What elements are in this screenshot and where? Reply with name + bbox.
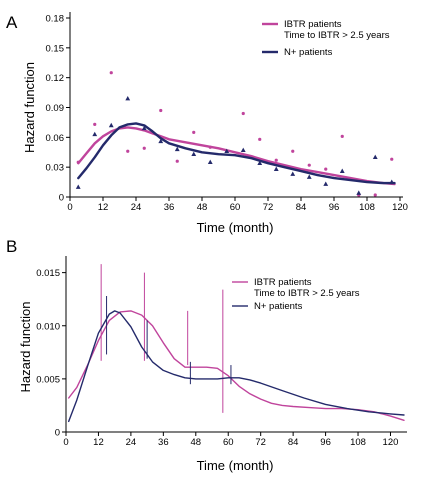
y-tick-label: 0.005 <box>36 374 60 385</box>
data-point <box>93 122 97 127</box>
series-nplus <box>68 296 405 423</box>
panel-label: B <box>6 237 17 256</box>
legend-label-ibtr: IBTR patients Time to IBTR > 2.5 years <box>254 277 360 299</box>
data-point <box>373 193 377 197</box>
data-point <box>175 159 179 163</box>
x-tick-label: 72 <box>255 437 266 448</box>
data-point <box>92 131 98 137</box>
legend-label-ibtr: IBTR patients Time to IBTR > 2.5 years <box>284 19 390 41</box>
data-point <box>339 168 345 173</box>
x-tick-label: 120 <box>383 437 399 448</box>
data-point <box>356 190 362 195</box>
data-point <box>274 158 278 162</box>
data-point <box>126 149 130 153</box>
y-tick-label: 0.12 <box>46 73 65 84</box>
data-point <box>142 146 146 150</box>
data-point <box>125 95 131 101</box>
x-tick-label: 24 <box>131 202 142 213</box>
data-point <box>141 125 147 131</box>
data-point <box>258 137 262 141</box>
data-point <box>324 167 328 171</box>
data-point <box>224 148 230 154</box>
y-tick-label: 0.015 <box>36 268 60 279</box>
series-line <box>68 310 405 423</box>
data-point <box>109 71 113 75</box>
data-point <box>291 149 295 153</box>
x-tick-label: 36 <box>158 437 169 448</box>
data-point <box>323 181 329 186</box>
data-point <box>389 179 395 184</box>
y-tick-label: 0.09 <box>46 103 65 114</box>
chart-panel-a: A 0 12 24 36 48 60 72 84 96 108 120 0 0.03 0.06 0.09 0.1… <box>6 12 408 235</box>
chart-panel-b: B 0 12 24 36 48 60 72 84 96 108 120 0 0.005 0.010 0.015… <box>6 237 407 473</box>
x-tick-label: 72 <box>263 202 274 213</box>
x-tick-label: 0 <box>67 202 72 213</box>
y-axis-title: Hazard function <box>22 62 37 153</box>
x-axis-title: Time (month) <box>197 220 274 235</box>
data-point <box>192 130 196 134</box>
data-point <box>257 160 263 165</box>
x-tick-label: 12 <box>93 437 104 448</box>
data-point <box>76 160 80 164</box>
series-line <box>77 122 396 185</box>
x-tick-label: 48 <box>191 437 202 448</box>
series-ibtr <box>76 71 396 197</box>
x-tick-label: 12 <box>98 202 109 213</box>
series-nplus <box>75 95 396 195</box>
x-tick-label: 24 <box>126 437 137 448</box>
panel-label: A <box>6 13 18 32</box>
series-ibtr <box>68 264 405 421</box>
x-tick-label: 36 <box>164 202 175 213</box>
series-line <box>68 310 405 421</box>
data-point <box>108 122 114 128</box>
x-tick-label: 84 <box>296 202 307 213</box>
x-tick-label: 120 <box>392 202 408 213</box>
y-tick-label: 0.03 <box>46 163 65 174</box>
legend: IBTR patients Time to IBTR > 2.5 years N+ … <box>232 277 360 312</box>
x-tick-label: 108 <box>350 437 366 448</box>
data-point <box>75 184 81 189</box>
x-tick-label: 0 <box>63 437 68 448</box>
data-point <box>390 157 394 161</box>
data-point <box>307 163 311 167</box>
x-tick-label: 84 <box>288 437 299 448</box>
y-tick-label: 0.15 <box>46 43 65 54</box>
data-point <box>241 111 245 116</box>
data-point <box>340 134 344 138</box>
y-tick-label: 0.18 <box>46 14 65 25</box>
data-point <box>208 145 212 149</box>
x-tick-label: 108 <box>359 202 375 213</box>
data-point <box>290 171 296 176</box>
data-point <box>158 138 164 144</box>
legend-label-nplus: N+ patients <box>284 47 333 58</box>
y-axis-title: Hazard function <box>18 301 33 392</box>
y-tick-label: 0 <box>59 193 64 204</box>
data-point <box>372 154 378 160</box>
x-tick-label: 60 <box>223 437 234 448</box>
y-tick-label: 0.06 <box>46 133 65 144</box>
x-tick-label: 96 <box>320 437 331 448</box>
legend: IBTR patients Time to IBTR > 2.5 years N+ … <box>262 19 390 58</box>
data-point <box>191 151 197 157</box>
series-line <box>77 126 396 186</box>
x-tick-label: 60 <box>230 202 241 213</box>
y-tick-label: 0 <box>55 428 60 439</box>
data-point <box>207 159 213 164</box>
data-point <box>159 108 163 113</box>
data-point <box>240 147 246 153</box>
x-tick-label: 96 <box>329 202 340 213</box>
x-tick-label: 48 <box>197 202 208 213</box>
data-point <box>306 174 312 179</box>
data-point <box>273 166 279 171</box>
x-axis-title: Time (month) <box>197 458 274 473</box>
data-point <box>174 146 180 152</box>
legend-label-nplus: N+ patients <box>254 301 303 312</box>
y-tick-label: 0.010 <box>36 321 60 332</box>
